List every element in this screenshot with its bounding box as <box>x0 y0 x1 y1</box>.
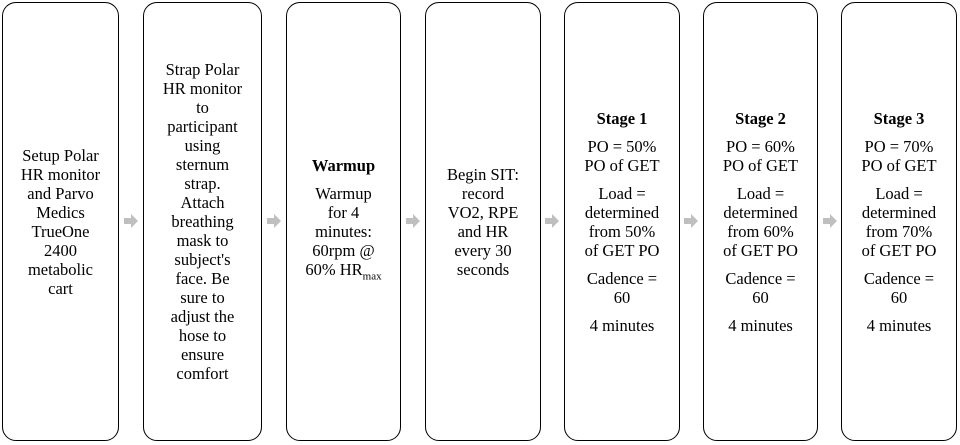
text-line: from 50% <box>588 221 656 241</box>
text-line: VO2, RPE <box>447 202 519 222</box>
text-line: Cadence = <box>863 268 935 288</box>
stage-load: Load = determined from 70% of GET PO <box>862 184 937 260</box>
stage-cadence: Cadence = 60 <box>725 269 795 307</box>
stage-po: PO = 60% PO of GET <box>723 137 798 175</box>
step-stage-1-box: Stage 1 PO = 50% PO of GET Load = determ… <box>564 2 680 441</box>
text-line: metabolic <box>27 259 94 279</box>
text-line: Begin SIT: <box>446 164 520 184</box>
arrow-right-icon <box>406 214 420 228</box>
arrow-right-icon <box>545 214 559 228</box>
text-line: and HR <box>457 221 509 241</box>
stage-title: Stage 2 <box>735 108 786 128</box>
stage-cadence: Cadence = 60 <box>587 269 657 307</box>
text-line: breathing <box>171 212 234 231</box>
text-line: Warmup <box>315 184 372 204</box>
text-line: of GET PO <box>584 240 660 260</box>
text-line: determined <box>723 202 798 222</box>
text-line: 60 <box>752 287 769 307</box>
text-line: PO of GET <box>584 155 660 175</box>
text-line: Load = <box>875 183 923 203</box>
stage-duration: 4 minutes <box>589 315 655 335</box>
stage-cadence: Cadence = 60 <box>864 269 934 307</box>
text-line: seconds <box>456 259 510 279</box>
text-line: from 70% <box>865 221 933 241</box>
text-line: 2400 <box>43 240 77 260</box>
stage-load: Load = determined from 50% of GET PO <box>585 184 660 260</box>
text-line: Attach <box>180 193 225 212</box>
strap-text: Strap Polar HR monitor to participant us… <box>163 60 242 383</box>
text-line: Cadence = <box>725 268 796 288</box>
step-begin-sit-box: Begin SIT: record VO2, RPE and HR every … <box>425 2 541 441</box>
text-line: mask to <box>176 231 229 250</box>
text-line: Cadence = <box>586 268 658 288</box>
text-line: PO of GET <box>861 155 937 175</box>
warmup-text: Warmup for 4 minutes: 60rpm @ 60% HRmax <box>305 184 381 286</box>
text-line: of GET PO <box>861 240 937 260</box>
stage-load: Load = determined from 60% of GET PO <box>723 184 798 260</box>
stage-title: Stage 1 <box>596 108 648 128</box>
step-stage-2-box: Stage 2 PO = 60% PO of GET Load = determ… <box>703 2 818 441</box>
text-line: ensure <box>180 345 225 364</box>
hr-percent: 60% HR <box>305 260 363 280</box>
text-line: 60 <box>890 287 908 307</box>
begin-sit-text: Begin SIT: record VO2, RPE and HR every … <box>447 165 519 279</box>
text-line: from 60% <box>727 221 794 241</box>
arrow-right-icon <box>267 214 281 228</box>
text-line: comfort <box>176 364 229 383</box>
setup-text: Setup Polar HR monitor and Parvo Medics … <box>21 146 100 298</box>
text-line: 60% HRmax <box>305 260 381 286</box>
text-line: cart <box>48 278 73 298</box>
text-line: Load = <box>598 183 646 203</box>
text-line: every 30 <box>454 240 512 260</box>
stage-duration: 4 minutes <box>728 315 793 335</box>
text-line: to <box>196 98 209 117</box>
text-line: sure to <box>180 288 225 307</box>
text-line: Load = <box>736 183 785 203</box>
text-line: record <box>461 183 505 203</box>
text-line: Strap Polar <box>165 60 240 79</box>
text-line: subject's <box>174 250 231 269</box>
text-line: HR monitor <box>162 79 243 98</box>
text-line: strap. <box>184 174 221 193</box>
step-setup-box: Setup Polar HR monitor and Parvo Medics … <box>2 2 119 441</box>
text-line: Medics <box>36 202 85 222</box>
arrow-right-icon <box>684 214 698 228</box>
stage-po: PO = 70% PO of GET <box>861 137 936 175</box>
text-line: determined <box>584 202 660 222</box>
text-line: sternum <box>175 155 230 174</box>
text-line: TrueOne <box>31 221 90 241</box>
warmup-title: Warmup <box>311 156 376 176</box>
stage-duration: 4 minutes <box>866 315 932 335</box>
text-line: HR monitor <box>20 164 101 184</box>
text-line: PO of GET <box>722 155 799 175</box>
text-line: PO = 50% <box>587 136 657 156</box>
stage-title: Stage 3 <box>873 108 925 128</box>
stage-po: PO = 50% PO of GET <box>584 137 659 175</box>
arrow-right-icon <box>124 214 138 228</box>
text-line: PO = 70% <box>864 136 934 156</box>
hr-subscript: max <box>362 270 382 283</box>
text-line: minutes: <box>315 222 372 242</box>
text-line: for 4 <box>327 203 360 223</box>
text-line: hose to <box>178 326 227 345</box>
step-warmup-box: Warmup Warmup for 4 minutes: 60rpm @ 60%… <box>286 2 401 441</box>
text-line: determined <box>861 202 937 222</box>
text-line: face. Be <box>175 269 230 288</box>
text-line: adjust the <box>170 307 235 326</box>
text-line: of GET PO <box>723 240 798 260</box>
text-line: using <box>184 136 221 155</box>
step-stage-3-box: Stage 3 PO = 70% PO of GET Load = determ… <box>841 2 957 441</box>
step-strap-box: Strap Polar HR monitor to participant us… <box>143 2 262 441</box>
text-line: 60 <box>613 287 631 307</box>
text-line: PO = 60% <box>726 136 795 156</box>
text-line: 60rpm @ <box>312 241 375 261</box>
text-line: Setup Polar <box>22 145 99 165</box>
text-line: and Parvo <box>27 183 94 203</box>
text-line: participant <box>167 117 238 136</box>
arrow-right-icon <box>823 214 837 228</box>
